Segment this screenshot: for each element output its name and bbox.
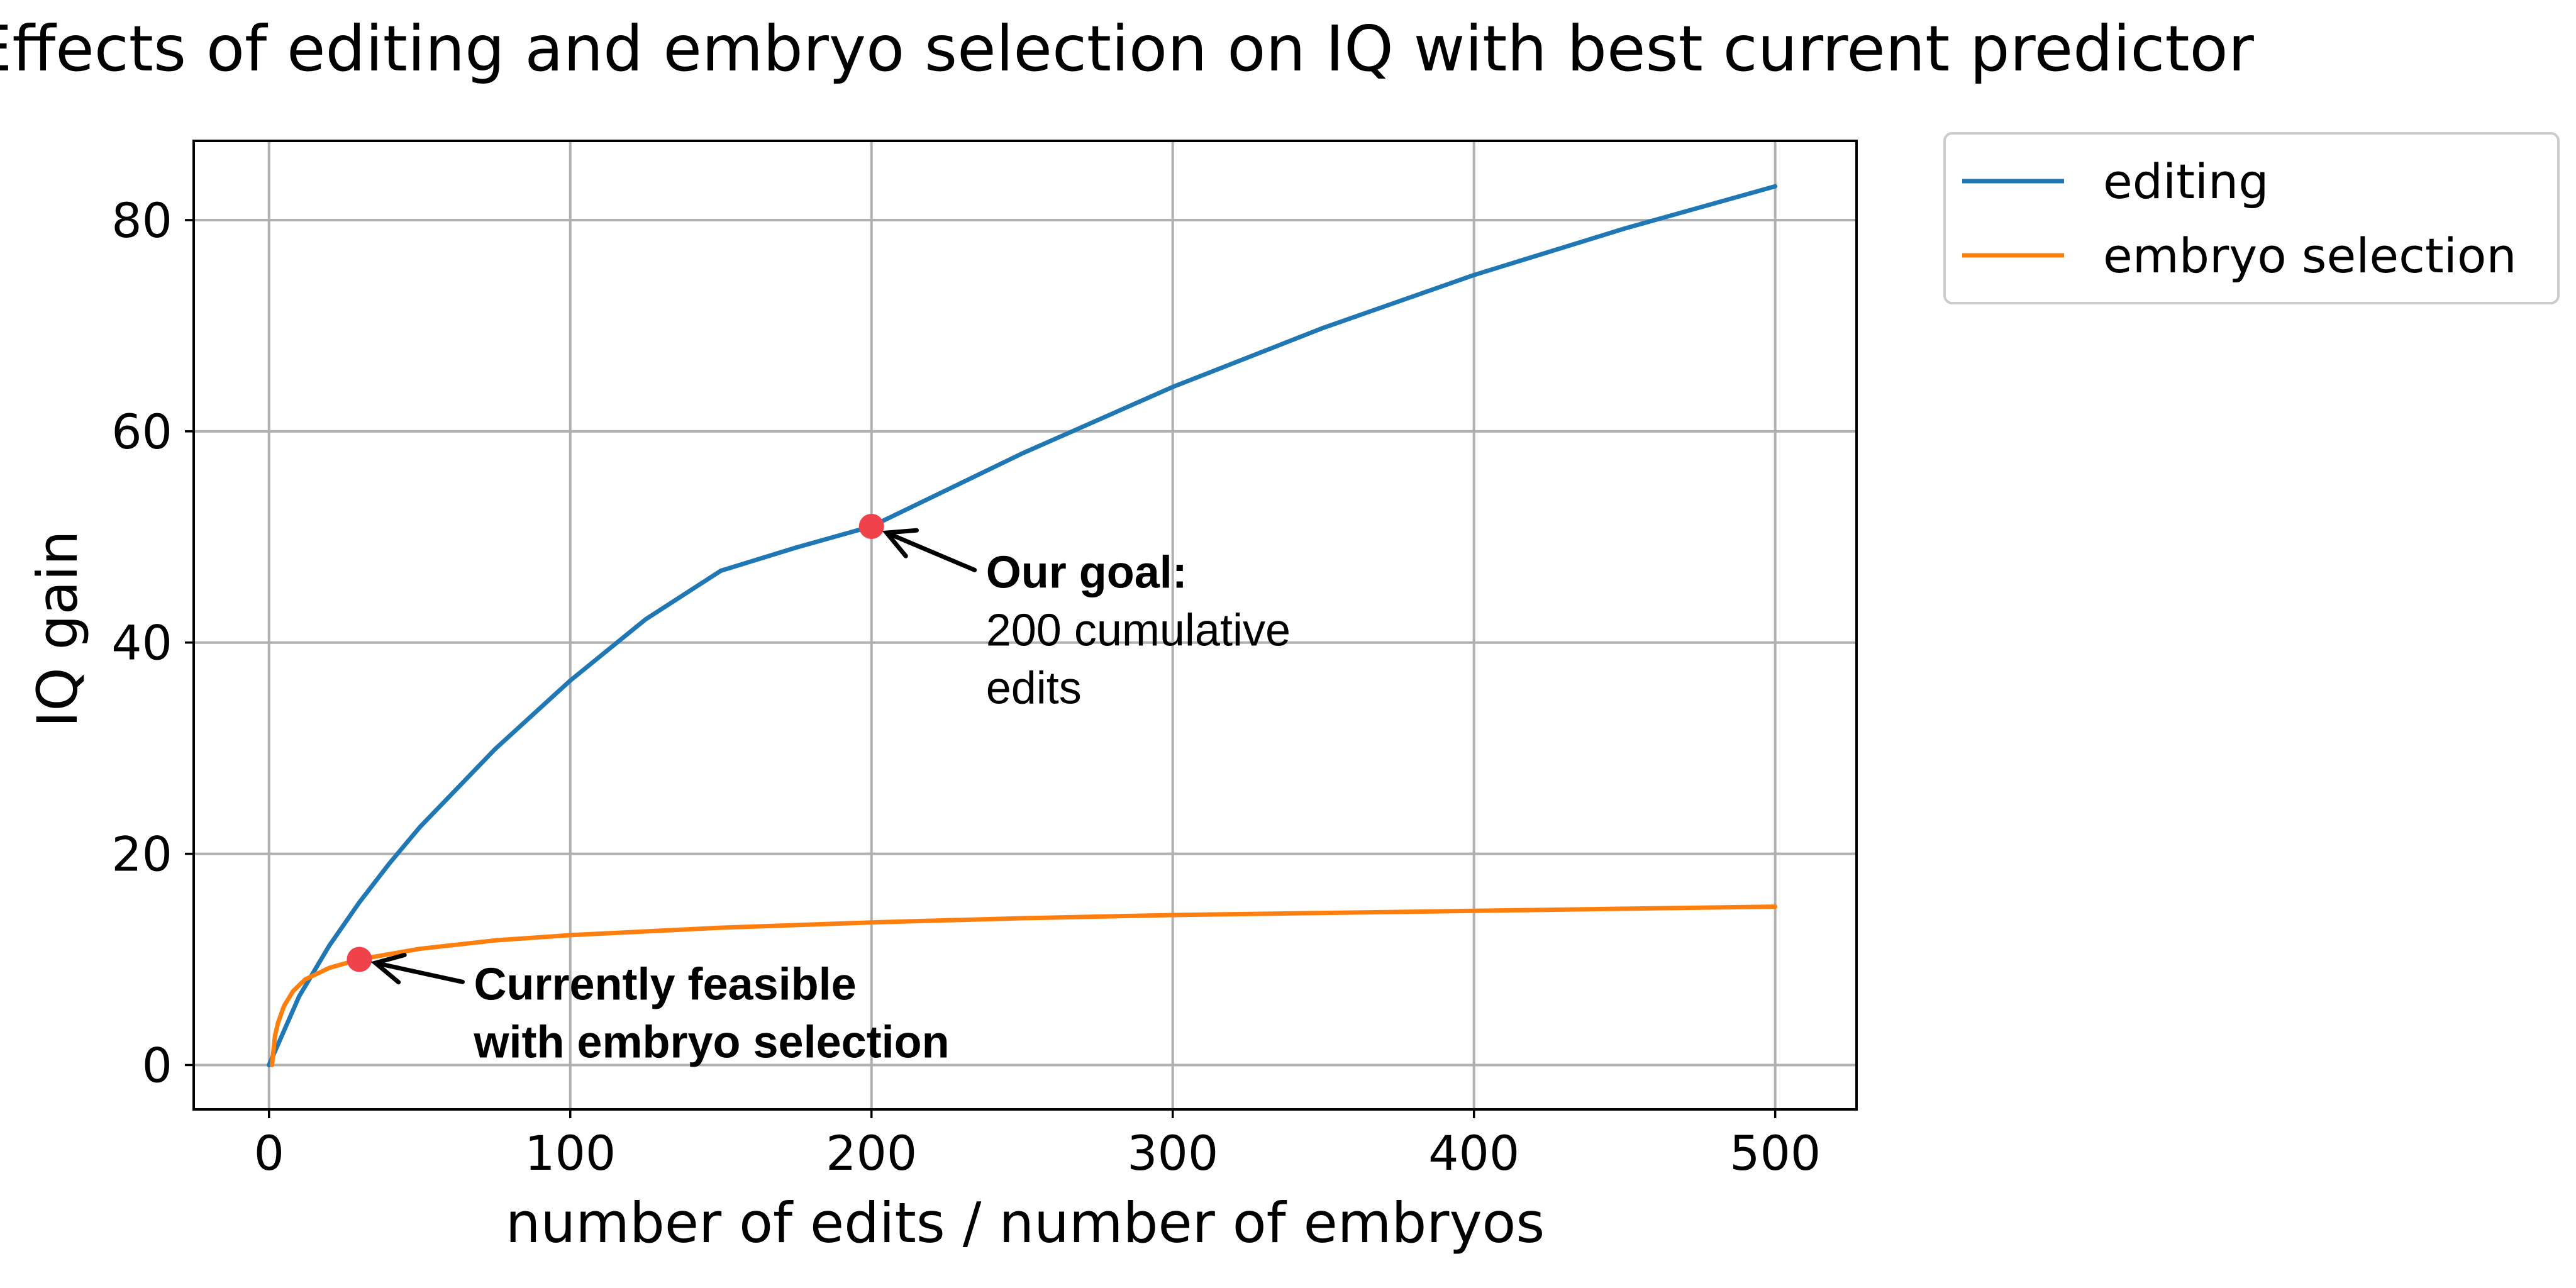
x-tick-label: 500 — [1729, 1125, 1821, 1181]
annotation-text: 200 cumulative — [986, 605, 1291, 655]
x-axis-label: number of edits / number of embryos — [506, 1191, 1545, 1255]
legend: editing embryo selection — [1943, 132, 2560, 304]
annotation-text: Our goal: — [986, 547, 1187, 597]
x-tick-label: 200 — [826, 1125, 917, 1181]
highlight-point — [858, 513, 884, 539]
legend-label: editing — [2103, 153, 2268, 209]
x-tick-label: 300 — [1127, 1125, 1218, 1181]
x-tick-label: 400 — [1428, 1125, 1519, 1181]
highlight-points — [347, 513, 884, 972]
annotation-text: with embryo selection — [473, 1017, 949, 1067]
legend-label: embryo selection — [2103, 228, 2517, 284]
x-tick-label: 100 — [525, 1125, 616, 1181]
annotation-text: Currently feasible — [474, 959, 856, 1009]
grid — [194, 141, 1857, 1109]
annotation-arrowhead — [370, 953, 407, 985]
y-tick-label: 0 — [142, 1037, 172, 1093]
annotation-arrow — [373, 960, 465, 984]
y-tick-label: 60 — [111, 404, 172, 460]
y-tick-label: 40 — [111, 615, 172, 671]
plot-frame — [192, 140, 1858, 1111]
series-line-editing — [267, 184, 1778, 1067]
series-layer — [267, 184, 1778, 1067]
annotation-arrow — [884, 530, 977, 572]
x-tick-label: 0 — [254, 1125, 284, 1181]
axis-ticks: 0 100 200 300 400 500 0 20 40 60 80 — [111, 192, 1821, 1181]
chart-title: Effects of editing and embryo selection … — [0, 12, 2255, 86]
highlight-point — [347, 947, 372, 972]
series-line-embryo-selection — [270, 904, 1778, 1067]
legend-box — [1943, 132, 2560, 304]
y-tick-label: 20 — [111, 826, 172, 882]
y-tick-label: 80 — [111, 192, 172, 248]
annotation-arrowhead — [882, 528, 919, 558]
annotation-text: edits — [986, 663, 1082, 713]
y-axis-label: IQ gain — [25, 530, 90, 727]
annotations: Currently feasible with embryo selection O… — [370, 528, 1291, 1067]
